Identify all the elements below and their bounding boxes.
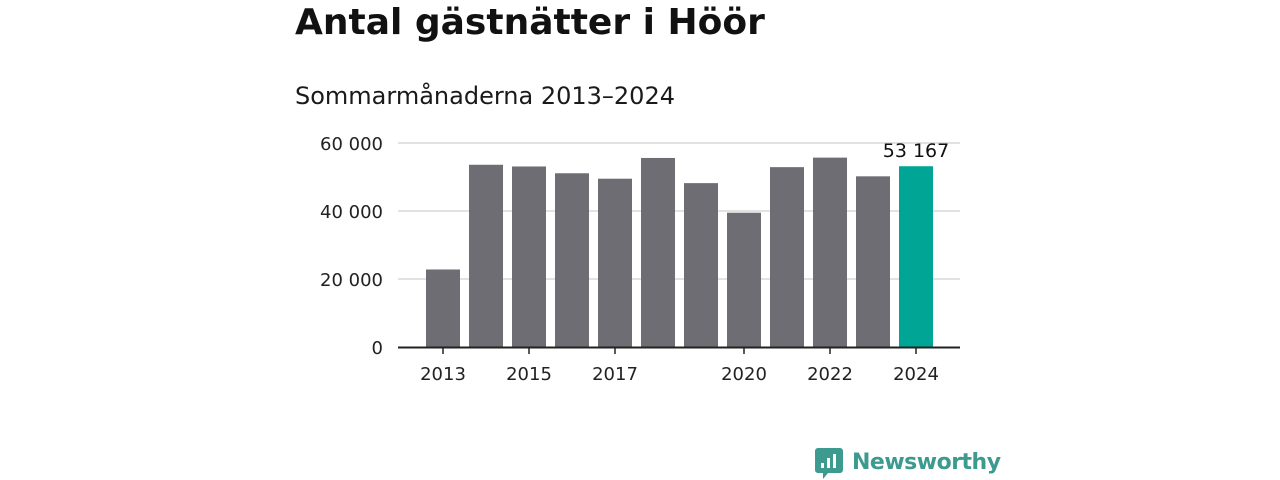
bar-2015	[512, 166, 546, 347]
x-tick-label: 2022	[807, 364, 853, 385]
chart-subtitle: Sommarmånaderna 2013–2024	[295, 82, 675, 110]
y-tick-label: 20 000	[320, 270, 383, 291]
bar-2013	[426, 269, 460, 347]
x-tick-label: 2015	[506, 364, 552, 385]
x-tick-label: 2024	[893, 364, 939, 385]
bars	[426, 157, 933, 347]
bar-2019	[684, 183, 718, 347]
y-tick-label: 0	[372, 338, 383, 359]
x-tick-label: 2013	[420, 364, 466, 385]
newsworthy-logo: Newsworthy	[814, 446, 1001, 480]
y-axis-ticks: 0 20 000 40 000 60 000	[320, 134, 383, 359]
bar-2024	[899, 166, 933, 347]
bar-2018	[641, 157, 675, 347]
x-tick-label: 2017	[592, 364, 638, 385]
y-tick-label: 40 000	[320, 202, 383, 223]
bar-2023	[856, 176, 890, 347]
x-tick-label: 2020	[721, 364, 767, 385]
bar-2020	[727, 212, 761, 347]
data-labels: 53 167	[883, 140, 949, 162]
bar-2022	[813, 157, 847, 347]
bar-2016	[555, 173, 589, 347]
y-tick-label: 60 000	[320, 134, 383, 155]
bar-2014	[469, 164, 503, 347]
x-axis-ticks: 2013 2015 2017 2020 2022 2024	[420, 347, 939, 385]
newsworthy-logo-icon	[815, 448, 843, 479]
bar-2021	[770, 167, 804, 347]
chart-title: Antal gästnätter i Höör	[295, 2, 765, 43]
data-label: 53 167	[883, 140, 949, 162]
brand-name: Newsworthy	[852, 450, 1001, 475]
bar-2017	[598, 178, 632, 347]
